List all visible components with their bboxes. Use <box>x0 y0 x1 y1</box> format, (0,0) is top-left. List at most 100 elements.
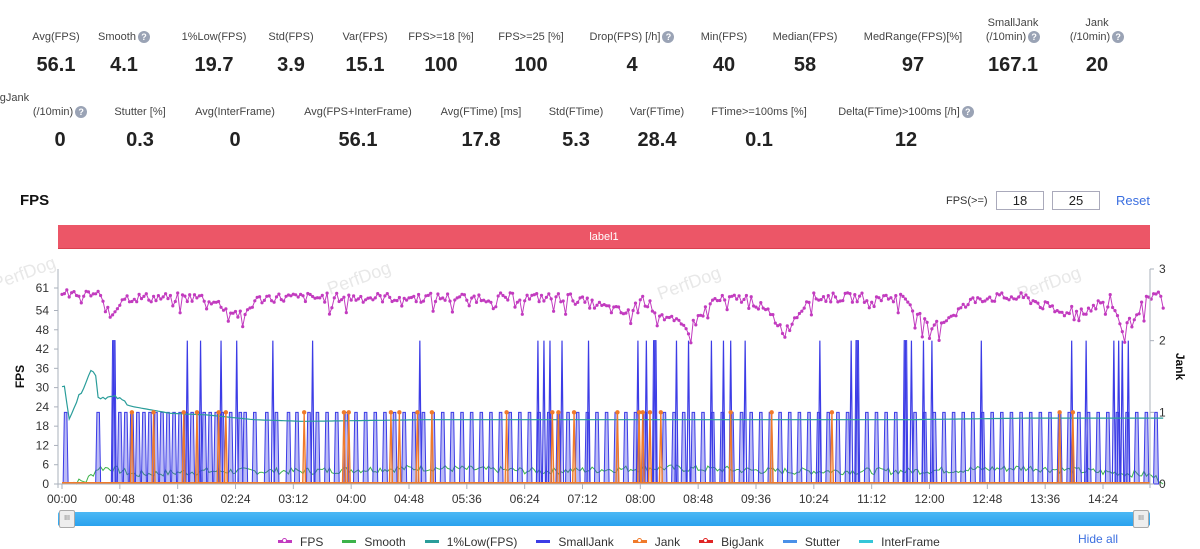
jank-spike <box>397 412 402 485</box>
fps-point <box>636 311 640 315</box>
fps-point <box>1132 318 1136 322</box>
fps-point <box>139 297 144 301</box>
stat-value: 28.4 <box>637 129 677 151</box>
smalljank-spike <box>459 411 466 485</box>
fps-point <box>1113 309 1117 313</box>
fps-point <box>91 292 95 296</box>
smalljank-spike <box>565 411 572 485</box>
legend-item-smalljank[interactable]: SmallJank <box>536 535 614 549</box>
fps-point <box>349 298 353 302</box>
smalljank-spike-tall <box>686 340 691 485</box>
fps-point <box>510 291 515 295</box>
help-icon[interactable]: ? <box>137 31 150 44</box>
fps-point <box>376 292 380 296</box>
fps-point <box>77 294 81 298</box>
fps-point <box>638 298 642 302</box>
fps-point <box>1144 294 1148 298</box>
slider-handle-left[interactable]: III <box>59 510 75 528</box>
legend-item-jank[interactable]: Jank <box>632 535 680 549</box>
fps-point <box>617 305 621 309</box>
legend-label: FPS <box>300 534 324 549</box>
stat-label: Var(FTime) <box>629 106 685 118</box>
smalljank-spike <box>158 411 166 485</box>
fps-point <box>149 300 153 304</box>
help-icon[interactable]: ? <box>662 31 675 44</box>
jank-point <box>223 410 229 415</box>
fps-point <box>1099 301 1103 305</box>
fps-point <box>221 308 226 312</box>
x-tick-label: 11:12 <box>857 492 886 506</box>
fps-point <box>1089 309 1093 313</box>
fps-threshold-high-input[interactable]: 25 <box>1052 191 1100 210</box>
smalljank-spike-tall <box>586 340 591 485</box>
legend-item-stutter[interactable]: Stutter <box>782 535 840 549</box>
fps-point <box>1024 293 1028 297</box>
fps-point <box>831 291 835 295</box>
fps-point <box>650 309 655 313</box>
fps-point <box>754 305 758 309</box>
stat-label: Smooth? <box>54 30 194 44</box>
legend-item-bigjank[interactable]: BigJank <box>699 535 764 549</box>
smalljank-spike <box>62 411 69 485</box>
fps-point <box>311 294 315 299</box>
help-icon[interactable]: ? <box>75 106 88 119</box>
legend-item-interframe[interactable]: InterFrame <box>859 535 940 549</box>
stat-label: Avg(FTime) [ms] <box>440 106 522 118</box>
fps-point <box>908 303 912 307</box>
smalljank-spike <box>263 411 270 485</box>
jank-point <box>388 410 394 415</box>
fps-point <box>597 300 602 304</box>
help-icon[interactable]: ? <box>961 106 974 119</box>
fps-point <box>983 299 987 303</box>
smalljank-spike <box>1027 411 1034 485</box>
fps-point <box>132 297 136 301</box>
fps-point <box>795 316 799 320</box>
smalljank-spike-tall <box>743 340 748 485</box>
fps-point <box>1161 306 1165 310</box>
fps-point <box>1140 300 1144 304</box>
row1-stat-7: Drop(FPS) [/h]? 4 <box>562 30 702 77</box>
fps-point <box>1096 299 1100 303</box>
legend-item-fps[interactable]: FPS <box>278 535 323 549</box>
fps-point <box>1091 303 1095 307</box>
legend-item-1-low-fps-[interactable]: 1%Low(FPS) <box>424 535 517 549</box>
stat-value: 4.1 <box>110 54 138 76</box>
fps-point <box>800 309 804 313</box>
fps-point <box>82 294 86 298</box>
fps-point <box>513 305 517 309</box>
help-icon[interactable]: ? <box>1028 31 1041 44</box>
stat-label: Avg(FPS) <box>32 31 80 43</box>
fps-threshold-low-input[interactable]: 18 <box>996 191 1044 210</box>
fps-point <box>686 332 691 336</box>
x-tick-label: 05:36 <box>452 492 482 506</box>
time-range-slider[interactable] <box>58 512 1150 526</box>
fps-point <box>1111 305 1115 310</box>
smalljank-spike <box>333 411 340 485</box>
fps-point <box>672 319 676 323</box>
fps-point <box>968 297 973 301</box>
label-bar[interactable]: label1 <box>58 225 1150 249</box>
hide-all-button[interactable]: Hide all <box>1078 532 1119 546</box>
fps-point <box>101 299 105 303</box>
stat-label: FPS>=25 [%] <box>498 31 564 43</box>
smalljank-spike <box>207 411 214 485</box>
fps-point <box>214 300 218 304</box>
fps-point <box>1050 304 1054 308</box>
fps-point <box>523 299 527 303</box>
smalljank-spike <box>950 411 957 485</box>
x-tick-label: 08:00 <box>625 492 655 506</box>
stat-label-line2: (/10min)? <box>1027 30 1167 44</box>
fps-point <box>549 297 553 301</box>
legend-item-smooth[interactable]: Smooth <box>342 535 406 549</box>
fps-point <box>243 312 247 317</box>
fps-point <box>939 321 944 325</box>
fps-point <box>976 296 980 300</box>
smalljank-spike-tall <box>559 340 565 485</box>
fps-point <box>323 300 327 304</box>
fps-point <box>841 299 845 303</box>
help-icon[interactable]: ? <box>1112 31 1125 44</box>
reset-button[interactable]: Reset <box>1116 193 1150 208</box>
slider-handle-right[interactable]: III <box>1133 510 1149 528</box>
smalljank-spike-tall <box>198 340 203 485</box>
fps-point <box>711 298 715 302</box>
